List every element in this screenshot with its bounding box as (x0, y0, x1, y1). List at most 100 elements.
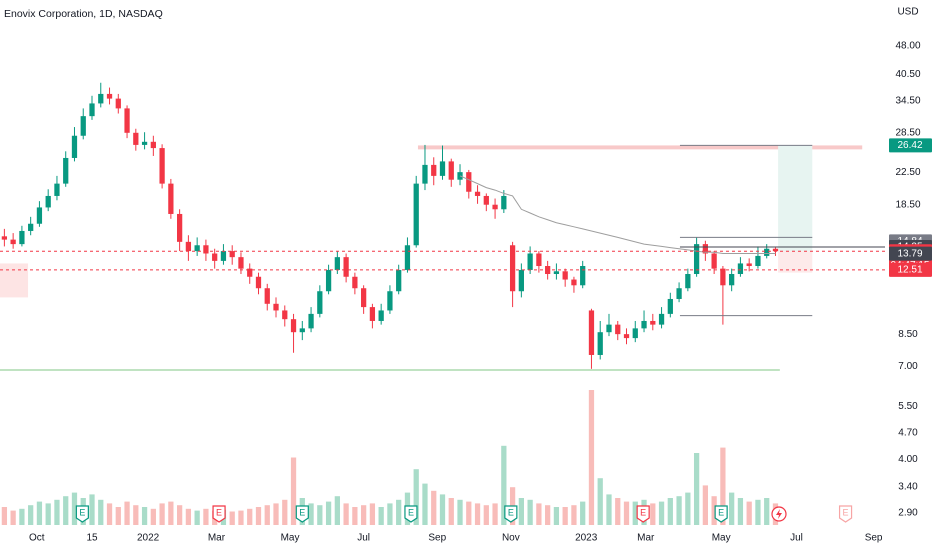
x-tick-label: 15 (86, 533, 98, 544)
volume-bar (764, 498, 770, 525)
volume-bar (650, 503, 656, 525)
candle-body (124, 108, 130, 133)
candle-body (133, 132, 139, 145)
candle-body (141, 141, 148, 145)
volume-bar (317, 505, 323, 525)
earnings-marker[interactable]: E (404, 505, 418, 523)
x-tick-label: Jul (357, 533, 370, 544)
price-axis: 48.00 40.50 34.50 28.50 22.50 18.50 8.50 7.00 5.… (29, 41, 932, 544)
candle-body (273, 303, 279, 311)
volume-bar (308, 503, 314, 525)
candle-body (755, 255, 761, 267)
earnings-label: E (640, 507, 646, 517)
alert-icon[interactable] (771, 506, 787, 522)
earnings-marker[interactable]: E (504, 505, 518, 523)
earnings-badge (75, 505, 89, 523)
earnings-marker[interactable]: E (212, 505, 226, 523)
earnings-label: E (718, 507, 724, 517)
candle-body (553, 271, 560, 275)
y-tick-label: 18.50 (895, 199, 920, 210)
earnings-marker[interactable]: E (838, 505, 853, 523)
volume-bar (422, 483, 428, 525)
volume-bar (536, 503, 542, 525)
candle-body (711, 253, 717, 269)
volume-bar (474, 503, 481, 525)
candle-body (54, 183, 60, 196)
candle-body (308, 313, 314, 329)
volume-bar (238, 510, 244, 525)
volume-bar (720, 447, 726, 525)
earnings-marker[interactable]: E (714, 505, 728, 523)
volume-bar (623, 501, 630, 525)
volume-bar (264, 505, 270, 525)
volume-bar (177, 505, 183, 525)
candle-body (220, 251, 227, 261)
volume-bar (19, 508, 25, 525)
volume-bar (597, 478, 603, 525)
volume-bar (133, 505, 139, 525)
candle-body (282, 310, 288, 320)
candle-body (597, 332, 603, 355)
candle-body (89, 103, 95, 117)
candle-body (80, 116, 86, 136)
volume-bar (746, 501, 752, 525)
zone (778, 145, 813, 252)
candle-body (36, 207, 43, 224)
volume-bar (168, 501, 174, 525)
x-tick-label: Sep (865, 533, 883, 544)
volume-bar (141, 507, 148, 525)
volume-bar (755, 499, 761, 525)
volume-bar (562, 507, 568, 525)
candle-body (63, 157, 69, 184)
x-tick-label: May (281, 533, 300, 544)
candle-body (369, 307, 376, 321)
candle-body (702, 244, 708, 254)
candle-body (255, 276, 262, 289)
candle-body (658, 313, 665, 325)
candle-body (413, 183, 419, 246)
volume-bar (89, 494, 95, 525)
candle-body (685, 274, 691, 289)
volume-bar (247, 508, 253, 525)
candle-body (422, 164, 428, 184)
volume-bar (729, 492, 735, 525)
volume-bar (685, 492, 691, 525)
earnings-marker[interactable]: E (295, 505, 309, 523)
candle-body (606, 324, 612, 333)
currency: USD (897, 7, 918, 18)
volume-bar (334, 496, 340, 525)
earnings-marker[interactable]: E (636, 505, 650, 523)
volume-bar (185, 508, 192, 525)
y-tick-label: 48.00 (895, 41, 920, 52)
volume (1, 390, 779, 525)
earnings-label: E (299, 507, 305, 517)
drawings (0, 145, 863, 298)
earnings-badge (838, 505, 853, 523)
volume-bar (545, 505, 551, 525)
volume-bar (325, 501, 332, 525)
candle-body (536, 253, 542, 267)
earnings-badge (636, 505, 650, 523)
volume-bar (10, 510, 16, 525)
y-tick-label: 28.50 (895, 127, 920, 138)
y-tick-label: 2.90 (898, 508, 918, 519)
volume-bar (387, 503, 393, 525)
volume-bar (615, 498, 621, 525)
candle-body (693, 244, 700, 275)
candle-body (650, 320, 656, 325)
candle-body (588, 310, 595, 355)
price-label-box (889, 138, 932, 153)
candle-body (518, 269, 524, 292)
candle-body (1, 236, 8, 240)
zone (0, 263, 29, 298)
candle-body (185, 241, 192, 252)
volume-bar (702, 485, 708, 525)
volume-bar (457, 499, 463, 525)
earnings-marker[interactable]: E (75, 505, 89, 523)
candle-body (71, 135, 78, 158)
earnings-label: E (843, 507, 849, 517)
x-tick-label: 2022 (137, 533, 160, 544)
y-tick-label: 40.50 (895, 69, 920, 80)
volume-bar (124, 501, 130, 525)
